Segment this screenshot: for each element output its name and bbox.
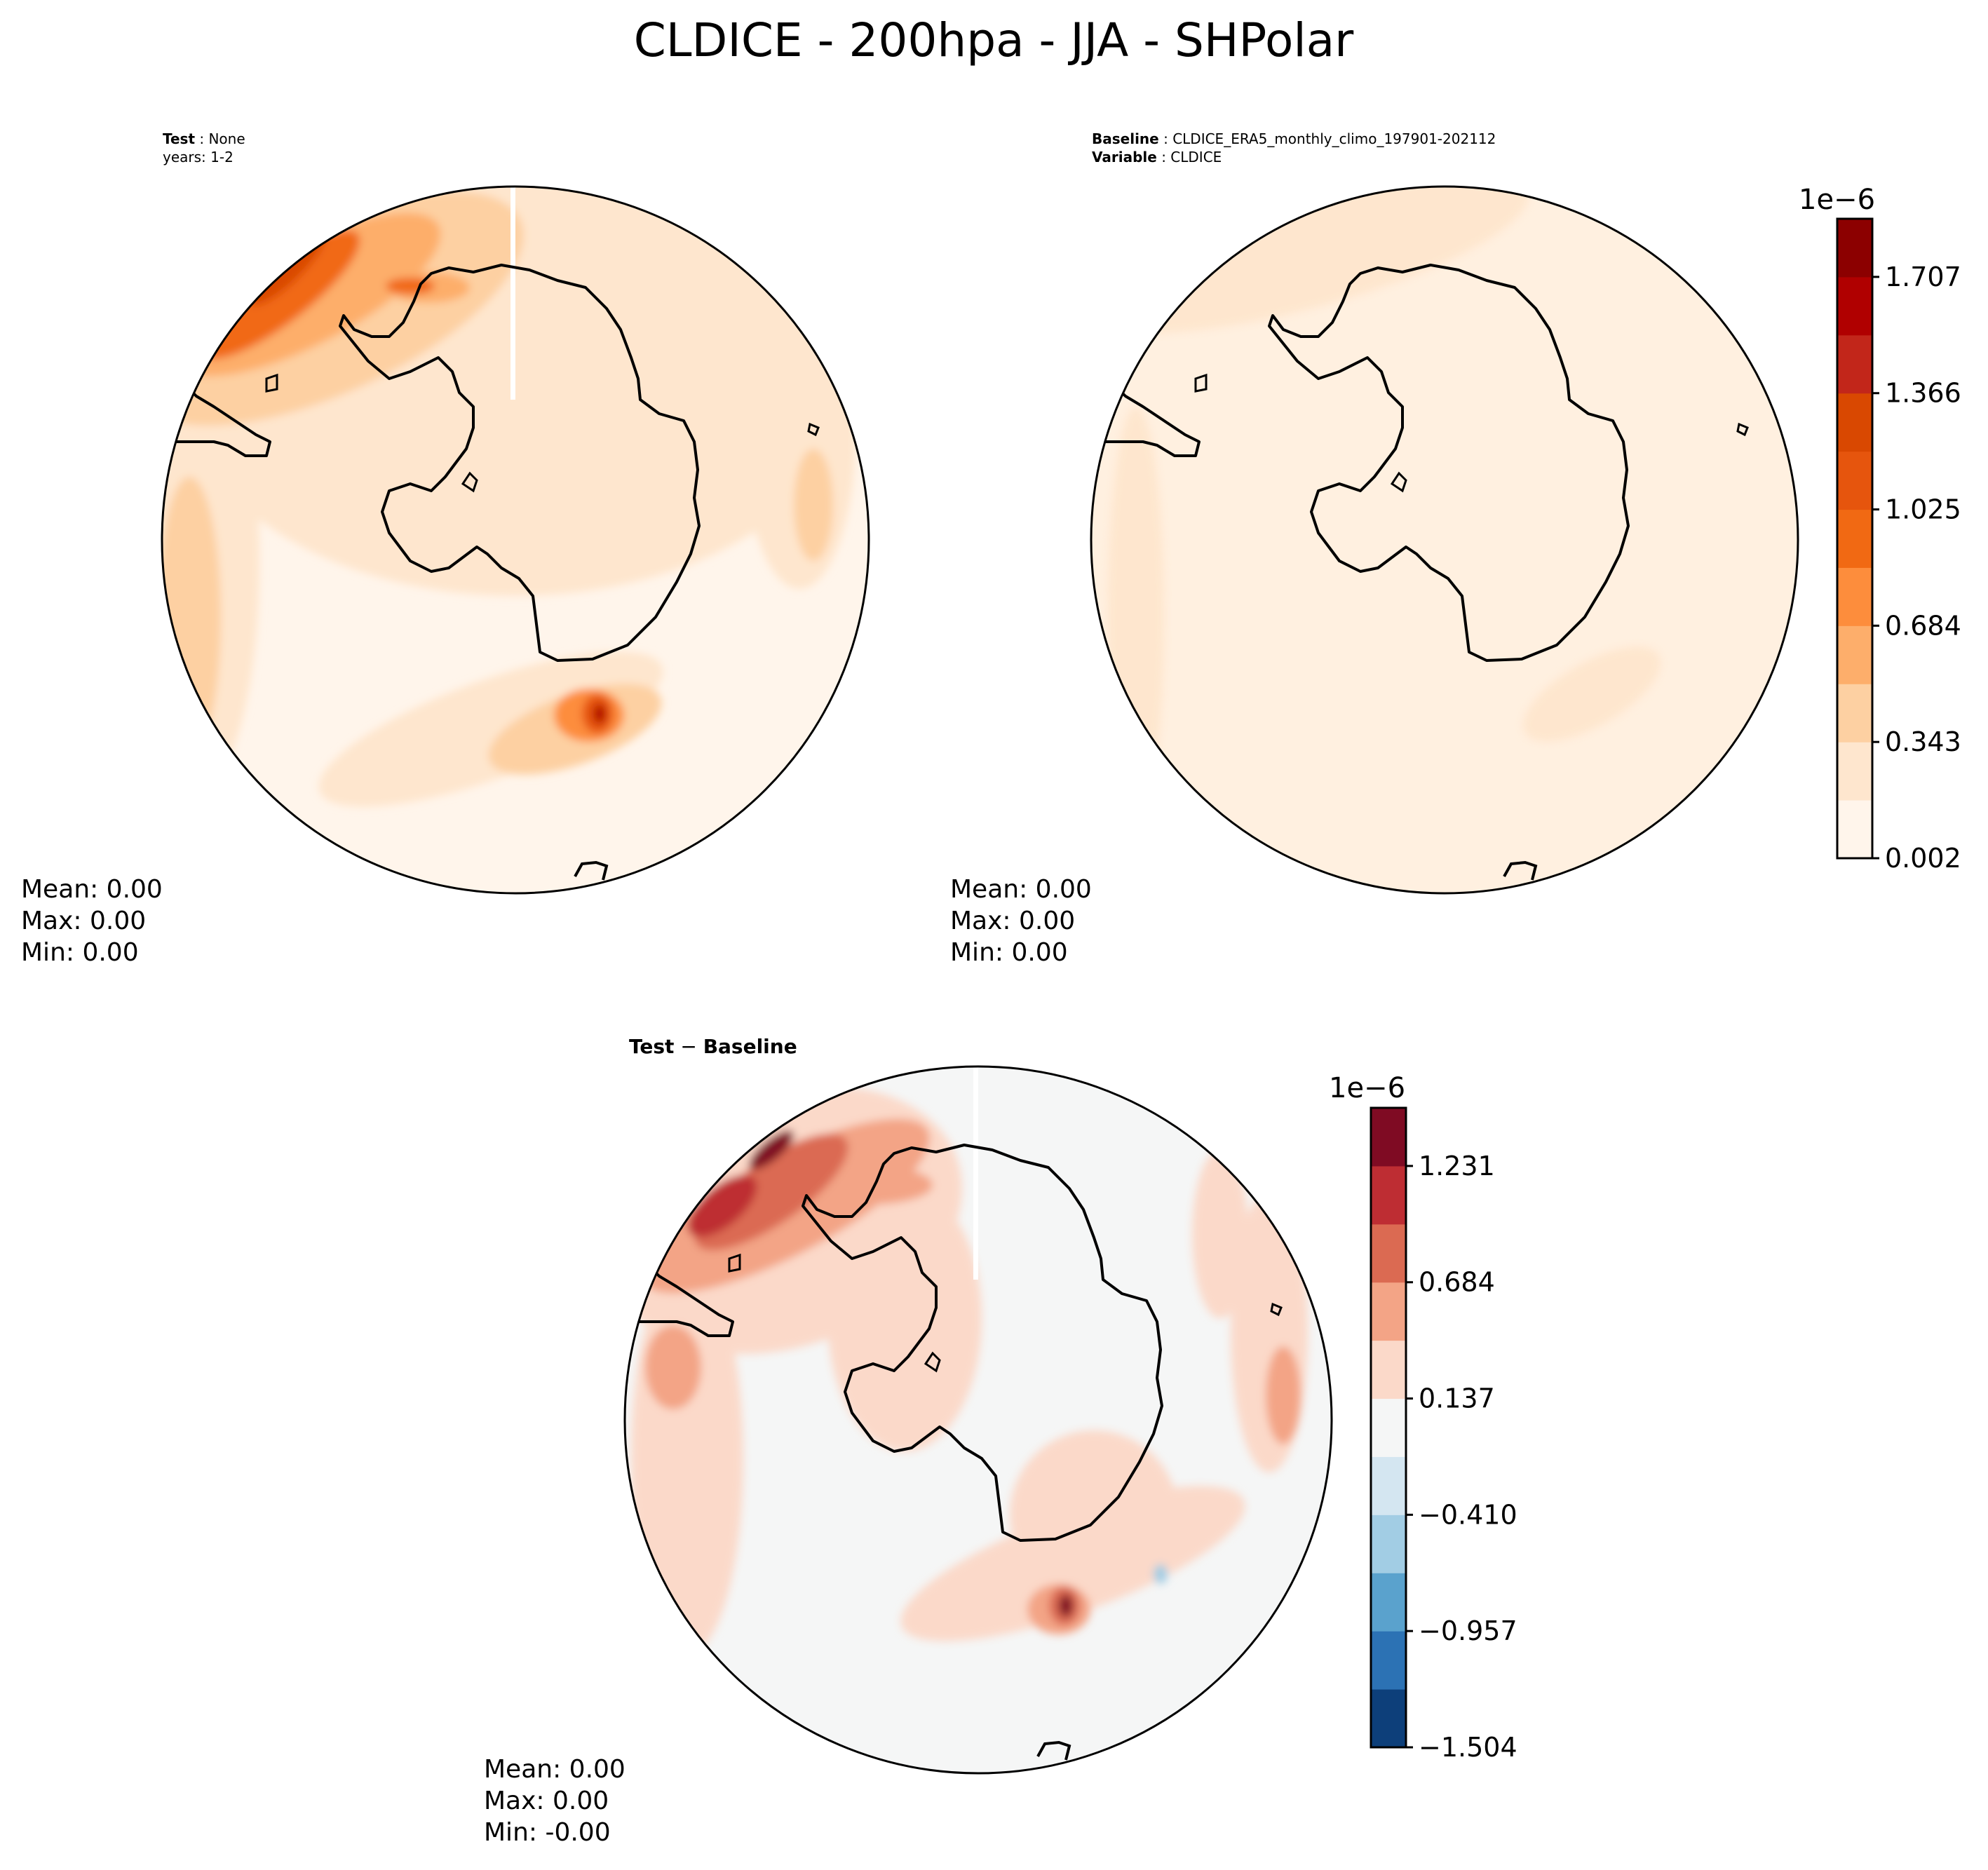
diff-map [625, 1066, 1332, 1773]
baseline-map [1091, 187, 1798, 893]
test-map-boundary [161, 185, 870, 895]
diff-map-boundary [623, 1065, 1333, 1775]
baseline-min: Min: 0.00 [950, 938, 1068, 967]
diverging-colorbar-bands [1371, 1108, 1406, 1748]
test-min: Min: 0.00 [21, 938, 139, 967]
sequential-colorbar-tick-label: 1.707 [1885, 262, 1961, 292]
diverging-colorbar-band [1371, 1224, 1406, 1283]
test-header-line2: years: 1-2 [163, 149, 234, 165]
diverging-colorbar-ticks: −1.504 −0.957 −0.410 0.137 0.684 1.231 [1406, 1151, 1517, 1763]
diverging-colorbar-tick-label: 0.137 [1419, 1383, 1495, 1414]
diff-max: Max: 0.00 [484, 1787, 609, 1815]
baseline-max: Max: 0.00 [950, 907, 1075, 935]
diverging-colorbar-band [1371, 1108, 1406, 1167]
diff-header: Test − Baseline [629, 1035, 797, 1058]
diverging-colorbar-band [1371, 1689, 1406, 1748]
diverging-colorbar-exponent: 1e−6 [1329, 1072, 1405, 1104]
sequential-colorbar-band [1837, 684, 1872, 743]
diverging-colorbar: 1e−6 −1.504 −0.957 −0.410 0.137 0.684 1.231 [1329, 1072, 1517, 1763]
sequential-colorbar: 1e−6 0.002 0.343 0.684 1.025 1.366 1.707 [1799, 184, 1961, 874]
diverging-colorbar-band [1371, 1340, 1406, 1400]
sequential-colorbar-band [1837, 393, 1872, 452]
diverging-colorbar-tick-label: 1.231 [1419, 1151, 1495, 1181]
test-panel: Test : None years: 1-2 [21, 130, 870, 967]
test-map [162, 187, 869, 893]
diff-panel: Test − Baseline [484, 1035, 1333, 1847]
sequential-colorbar-bands [1837, 219, 1872, 859]
sequential-colorbar-band [1837, 334, 1872, 394]
diverging-colorbar-band [1371, 1456, 1406, 1515]
sequential-colorbar-ticks: 0.002 0.343 0.684 1.025 1.366 1.707 [1872, 262, 1961, 874]
diverging-colorbar-band [1371, 1573, 1406, 1632]
diverging-colorbar-tick-label: −0.410 [1419, 1499, 1517, 1530]
diverging-colorbar-band [1371, 1398, 1406, 1457]
test-header-line1: Test : None [163, 130, 245, 147]
diverging-colorbar-band [1371, 1515, 1406, 1573]
sequential-colorbar-exponent: 1e−6 [1799, 184, 1875, 216]
baseline-panel: Baseline : CLDICE_ERA5_monthly_climo_197… [950, 130, 1799, 967]
diverging-colorbar-band [1371, 1631, 1406, 1690]
diff-mean: Mean: 0.00 [484, 1755, 626, 1784]
sequential-colorbar-tick-label: 1.025 [1885, 494, 1961, 525]
sequential-colorbar-band [1837, 276, 1872, 336]
sequential-colorbar-tick-label: 0.002 [1885, 843, 1961, 874]
sequential-colorbar-tick-label: 0.343 [1885, 726, 1961, 757]
sequential-colorbar-band [1837, 509, 1872, 568]
baseline-header-line2: Variable : CLDICE [1092, 149, 1222, 165]
sequential-colorbar-tick-label: 1.366 [1885, 378, 1961, 409]
sequential-colorbar-tick-label: 0.684 [1885, 610, 1961, 641]
diverging-colorbar-band [1371, 1165, 1406, 1225]
figure-title: CLDICE - 200hpa - JJA - SHPolar [634, 13, 1354, 67]
sequential-colorbar-band [1837, 800, 1872, 859]
diverging-colorbar-tick-label: −1.504 [1419, 1732, 1517, 1763]
baseline-map-boundary [1090, 185, 1799, 895]
sequential-colorbar-band [1837, 742, 1872, 801]
diverging-colorbar-tick-label: 0.684 [1419, 1267, 1495, 1298]
diff-min: Min: -0.00 [484, 1818, 611, 1847]
baseline-header-line1: Baseline : CLDICE_ERA5_monthly_climo_197… [1092, 130, 1496, 147]
diverging-colorbar-tick-label: −0.957 [1419, 1615, 1517, 1646]
sequential-colorbar-band [1837, 451, 1872, 510]
baseline-mean: Mean: 0.00 [950, 875, 1092, 904]
sequential-colorbar-band [1837, 567, 1872, 626]
sequential-colorbar-band [1837, 625, 1872, 684]
sequential-colorbar-band [1837, 219, 1872, 278]
diverging-colorbar-band [1371, 1282, 1406, 1341]
test-max: Max: 0.00 [21, 907, 146, 935]
test-mean: Mean: 0.00 [21, 875, 163, 904]
